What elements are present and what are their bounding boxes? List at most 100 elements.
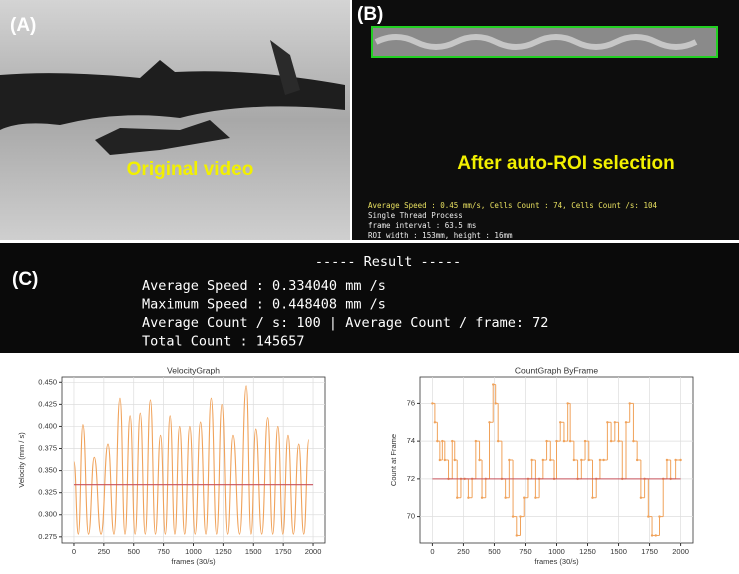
x-tick-label: 1250 — [579, 547, 596, 556]
panel-c: (C) ----- Result ----- Average Speed : 0… — [0, 243, 739, 353]
x-tick-label: 2000 — [305, 547, 322, 556]
x-tick-label: 2000 — [672, 547, 689, 556]
x-tick-label: 1250 — [215, 547, 232, 556]
result-lines: Average Speed : 0.334040 mm /s Maximum Sp… — [142, 278, 548, 350]
x-tick-label: 500 — [127, 547, 140, 556]
point — [492, 383, 495, 386]
y-tick-label: 0.425 — [38, 399, 57, 408]
x-axis-label: frames (30/s) — [171, 557, 216, 566]
y-tick-label: 72 — [407, 474, 415, 483]
dark-blob — [95, 120, 230, 155]
line — [73, 385, 310, 535]
caption: Original video — [127, 159, 254, 180]
point — [562, 439, 566, 443]
x-tick-label: 1000 — [185, 547, 202, 556]
y-axis-label: Count at Frame — [389, 434, 398, 486]
dark-band — [0, 60, 345, 130]
x-tick-label: 1500 — [245, 547, 262, 556]
panel-label: (B) — [357, 4, 383, 25]
x-tick-label: 500 — [488, 547, 501, 556]
charts: 0 250 500 750 1000 1250 1500 1750 2000 0.275 0.300… — [17, 365, 694, 566]
overlay-text: Average Speed : 0.45 mm/s, Cells Count :… — [368, 201, 657, 240]
point — [496, 439, 500, 443]
overlay-line: ROI width : 153mm, height : 16mm — [368, 231, 513, 240]
point — [451, 439, 454, 443]
point — [480, 496, 484, 499]
point — [587, 458, 590, 462]
x-tick-label: 1000 — [548, 547, 565, 556]
point — [609, 439, 613, 443]
point — [441, 439, 444, 443]
point — [674, 458, 677, 462]
x-tick-label: 0 — [72, 547, 76, 556]
point — [474, 439, 478, 443]
y-tick-label: 76 — [407, 398, 415, 407]
y-tick-label: 70 — [407, 512, 415, 521]
point — [580, 458, 583, 462]
x-tick-label: 750 — [157, 547, 170, 556]
point — [478, 458, 481, 462]
result-line: Total Count : 145657 — [142, 334, 305, 350]
point — [617, 439, 620, 443]
point — [436, 439, 439, 443]
point — [602, 458, 605, 462]
x-tick-label: 1750 — [641, 547, 658, 556]
point — [598, 458, 602, 462]
point — [572, 458, 576, 462]
point — [624, 421, 628, 424]
point — [654, 534, 657, 537]
y-tick-label: 74 — [407, 436, 415, 445]
point — [591, 496, 594, 499]
overlay-line: frame interval : 63.5 ms — [368, 221, 476, 230]
point — [488, 421, 491, 424]
point — [443, 458, 447, 462]
point — [541, 458, 545, 462]
x-tick-label: 1750 — [275, 547, 292, 556]
point — [467, 496, 470, 499]
point — [494, 402, 497, 405]
point — [438, 458, 442, 462]
point — [433, 421, 437, 424]
point — [559, 421, 562, 424]
panel-b: (B) After auto-ROI selection Average Spe… — [352, 0, 739, 240]
point — [453, 458, 456, 462]
chart-title: CountGraph ByFrame — [515, 365, 598, 375]
panel-background — [0, 243, 739, 353]
panel-a: (A) Original video — [0, 0, 350, 240]
y-tick-label: 0.375 — [38, 444, 57, 453]
panel-label: (A) — [10, 15, 36, 36]
point — [639, 496, 643, 499]
point — [508, 458, 511, 462]
result-line: Maximum Speed : 0.448408 mm /s — [142, 297, 386, 313]
x-tick-label: 1500 — [610, 547, 627, 556]
point — [679, 458, 682, 462]
point — [566, 402, 569, 405]
roi-texture — [374, 34, 698, 50]
point — [523, 496, 526, 499]
point — [545, 439, 548, 443]
point — [647, 515, 650, 518]
point — [583, 439, 587, 443]
point — [665, 458, 669, 462]
x-tick-label: 750 — [519, 547, 532, 556]
result-line: Average Speed : 0.334040 mm /s — [142, 278, 386, 294]
y-tick-label: 0.325 — [38, 488, 57, 497]
point — [519, 515, 522, 518]
point — [613, 421, 617, 424]
result-heading: ----- Result ----- — [315, 254, 461, 270]
overlay-line: Average Speed : 0.45 mm/s, Cells Count :… — [368, 201, 657, 210]
point — [549, 458, 552, 462]
point — [515, 534, 518, 537]
x-tick-label: 250 — [98, 547, 111, 556]
y-tick-label: 0.350 — [38, 466, 57, 475]
point — [650, 534, 654, 537]
point — [534, 496, 537, 499]
point — [456, 496, 459, 499]
x-tick-label: 250 — [457, 547, 470, 556]
point — [555, 439, 558, 443]
point — [530, 458, 533, 462]
y-axis-label: Velocity (mm / s) — [17, 432, 26, 488]
y-tick-label: 0.275 — [38, 532, 57, 541]
y-tick-label: 0.300 — [38, 510, 57, 519]
overlay-line: Single Thread Process — [368, 211, 463, 220]
